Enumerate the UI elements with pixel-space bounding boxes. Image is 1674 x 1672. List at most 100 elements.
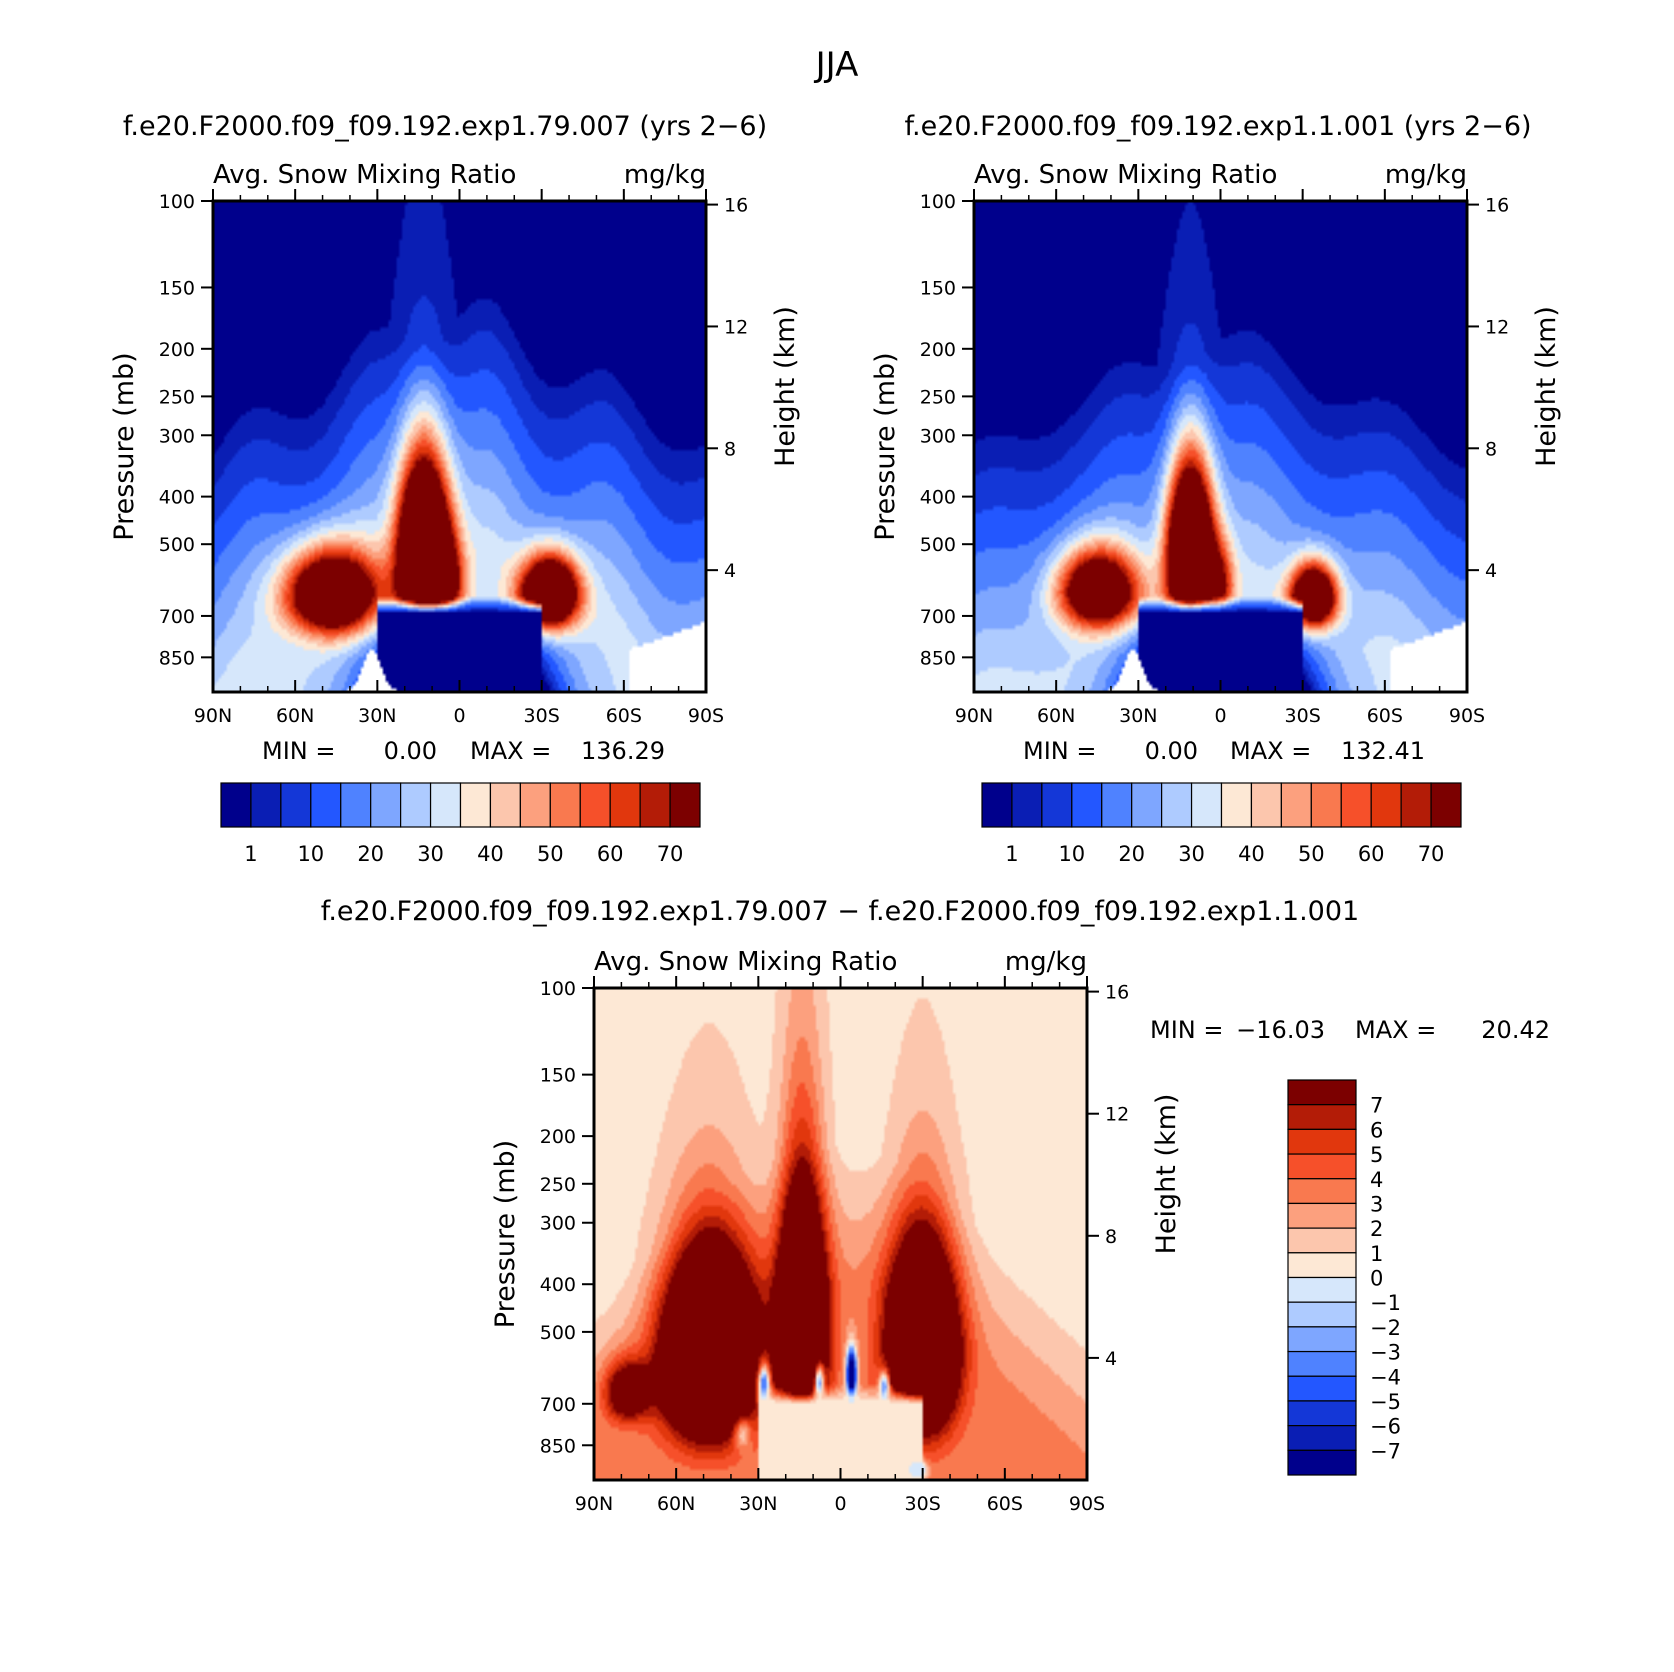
field-units: mg/kg bbox=[1005, 947, 1087, 977]
colorbar-label: 4 bbox=[1370, 1168, 1383, 1192]
colorbar-label: 60 bbox=[597, 842, 624, 866]
y-tick-label: 700 bbox=[159, 606, 195, 628]
colorbar-label: 20 bbox=[1118, 842, 1145, 866]
field-units: mg/kg bbox=[1385, 160, 1467, 190]
y-tick-label: 850 bbox=[540, 1435, 576, 1457]
x-tick-label: 0 bbox=[453, 705, 465, 727]
colorbar-box bbox=[639, 782, 671, 828]
contour-field bbox=[594, 988, 1087, 1480]
colorbar-box bbox=[1287, 1350, 1357, 1377]
colorbar-box bbox=[1250, 782, 1282, 828]
panel2-chart: 90N 60N 30N 0 30S 60S 90S100150200250300400500… bbox=[870, 160, 1562, 866]
min-value: −16.03 bbox=[1236, 1016, 1325, 1044]
colorbar-label: 0 bbox=[1370, 1267, 1383, 1291]
x-tick-label: 60S bbox=[1367, 705, 1403, 727]
colorbar-label: 70 bbox=[1418, 842, 1445, 866]
y-tick-label: 300 bbox=[159, 425, 195, 447]
colorbar-box bbox=[250, 782, 282, 828]
colorbar-label: 50 bbox=[1298, 842, 1325, 866]
y-tick-label: 100 bbox=[920, 191, 956, 213]
colorbar-box bbox=[1287, 1227, 1357, 1254]
colorbar-box bbox=[459, 782, 492, 828]
colorbar-box bbox=[981, 782, 1013, 828]
colorbar-box bbox=[429, 782, 462, 828]
colorbar-box bbox=[1287, 1375, 1357, 1402]
x-tick-label: 60S bbox=[987, 1493, 1023, 1515]
max-value: 20.42 bbox=[1481, 1016, 1550, 1044]
colorbar-box bbox=[669, 782, 701, 828]
y-tick-label: 300 bbox=[920, 425, 956, 447]
colorbar-label: 1 bbox=[1370, 1242, 1383, 1266]
colorbar-box bbox=[1310, 782, 1342, 828]
colorbar-box bbox=[1287, 1153, 1357, 1180]
y-tick-label: 700 bbox=[540, 1394, 576, 1416]
colorbar-label: −6 bbox=[1370, 1415, 1401, 1439]
colorbar-box bbox=[400, 782, 432, 828]
y-axis-label: Pressure (mb) bbox=[490, 1140, 521, 1328]
min-label: MIN = bbox=[1023, 737, 1096, 765]
colorbar-label: 7 bbox=[1370, 1094, 1383, 1118]
y-axis-label: Pressure (mb) bbox=[870, 352, 901, 540]
colorbar-box bbox=[609, 782, 641, 828]
colorbar-box bbox=[1287, 1326, 1357, 1353]
y-tick-label: 850 bbox=[920, 647, 956, 669]
colorbar-box bbox=[489, 782, 521, 828]
x-tick-label: 30N bbox=[358, 705, 396, 727]
y-tick-label: 250 bbox=[540, 1174, 576, 1196]
min-label: MIN = bbox=[262, 737, 335, 765]
y-tick-label: 700 bbox=[920, 606, 956, 628]
y2-axis-label: Height (km) bbox=[1531, 306, 1562, 467]
colorbar-box bbox=[579, 782, 611, 828]
y-tick-label: 250 bbox=[920, 386, 956, 408]
panel2-title: f.e20.F2000.f09_f09.192.exp1.1.001 (yrs … bbox=[904, 111, 1531, 142]
y2-tick-label: 8 bbox=[1485, 438, 1497, 460]
max-value: 136.29 bbox=[581, 737, 665, 765]
colorbar-box bbox=[1287, 1252, 1357, 1279]
field-name: Avg. Snow Mixing Ratio bbox=[594, 947, 897, 977]
colorbar-box bbox=[1071, 782, 1103, 828]
panel3-chart: 90N 60N 30N 0 30S 60S 90S100150200250300400500… bbox=[490, 947, 1550, 1515]
y2-tick-label: 4 bbox=[1485, 560, 1497, 582]
y2-tick-label: 16 bbox=[1105, 982, 1129, 1004]
colorbar-box bbox=[1287, 1425, 1357, 1451]
max-label: MAX = bbox=[1355, 1016, 1436, 1044]
colorbar-box bbox=[1287, 1104, 1357, 1130]
colorbar-label: −1 bbox=[1370, 1291, 1401, 1315]
colorbar-label: −5 bbox=[1370, 1390, 1401, 1414]
x-tick-label: 0 bbox=[834, 1493, 846, 1515]
colorbar-box bbox=[1287, 1178, 1357, 1205]
field-units: mg/kg bbox=[624, 160, 706, 190]
min-label: MIN = bbox=[1150, 1016, 1223, 1044]
y-tick-label: 500 bbox=[159, 534, 195, 556]
colorbar-box bbox=[1131, 782, 1163, 828]
x-tick-label: 90S bbox=[1449, 705, 1485, 727]
colorbar-label: −7 bbox=[1370, 1439, 1401, 1463]
y2-tick-label: 12 bbox=[1485, 316, 1509, 338]
colorbar-label: 60 bbox=[1358, 842, 1385, 866]
colorbar-box bbox=[1287, 1276, 1357, 1303]
panel1-chart: 90N 60N 30N 0 30S 60S 90S100150200250300400500… bbox=[109, 160, 801, 866]
max-value: 132.41 bbox=[1341, 737, 1425, 765]
max-label: MAX = bbox=[1230, 737, 1311, 765]
y2-tick-label: 16 bbox=[724, 195, 748, 217]
colorbar-box bbox=[1287, 1079, 1357, 1106]
colorbar-box bbox=[310, 782, 342, 828]
colorbar-label: 1 bbox=[1005, 842, 1018, 866]
field-name: Avg. Snow Mixing Ratio bbox=[974, 160, 1277, 190]
colorbar-box bbox=[1041, 782, 1073, 828]
colorbar-box bbox=[1011, 782, 1043, 828]
y-tick-label: 500 bbox=[540, 1322, 576, 1344]
colorbar-box bbox=[1280, 782, 1312, 828]
colorbar-box bbox=[220, 782, 252, 828]
panel1-title: f.e20.F2000.f09_f09.192.exp1.79.007 (yrs… bbox=[123, 111, 767, 142]
colorbar-label: 3 bbox=[1370, 1192, 1383, 1216]
y-tick-label: 300 bbox=[540, 1213, 576, 1235]
colorbar-label: 2 bbox=[1370, 1217, 1383, 1241]
colorbar-box bbox=[549, 782, 581, 828]
colorbar-box bbox=[1287, 1301, 1357, 1328]
colorbar-box bbox=[1287, 1202, 1357, 1229]
y-tick-label: 200 bbox=[159, 339, 195, 361]
colorbar-box bbox=[519, 782, 551, 828]
x-tick-label: 90N bbox=[575, 1493, 613, 1515]
y-tick-label: 400 bbox=[159, 487, 195, 509]
